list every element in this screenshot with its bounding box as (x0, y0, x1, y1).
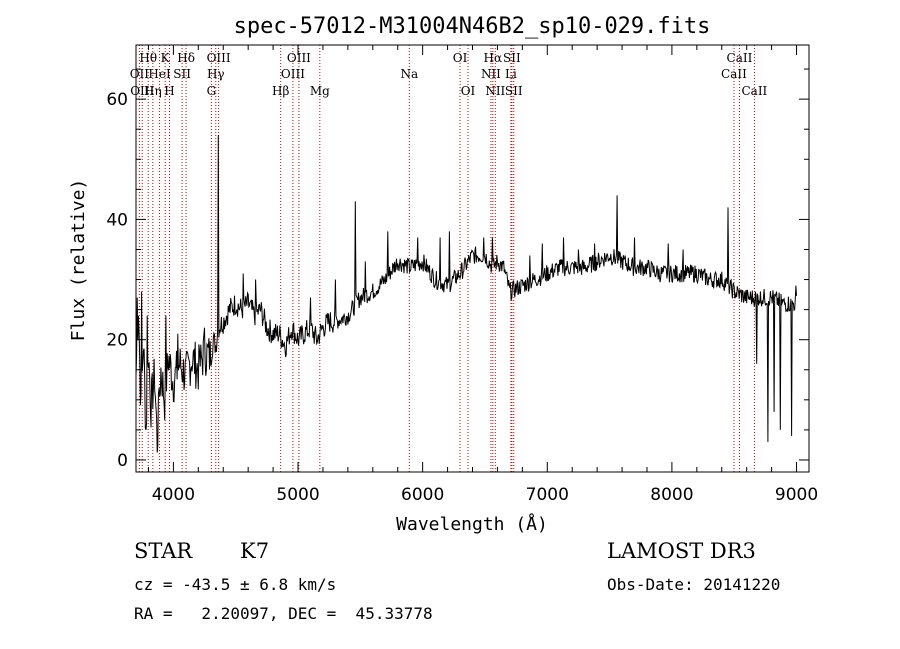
spectral-line-label: SII (503, 51, 521, 65)
redshift-velocity: cz = -43.5 ± 6.8 km/s (134, 575, 337, 594)
spectral-line-label: K (161, 51, 171, 65)
spectrum-series (135, 135, 797, 453)
x-axis-label: Wavelength (Å) (396, 513, 548, 535)
y-tick-label: 20 (106, 331, 128, 351)
x-tick-label: 9000 (775, 485, 818, 505)
y-axis-label: Flux (relative) (68, 179, 89, 342)
spectral-line-label: OI (461, 84, 476, 98)
spectral-line-label: Hθ (139, 51, 157, 65)
spectral-line-label: Li (505, 67, 517, 81)
spectral-line-label: CaII (721, 67, 747, 81)
plot-frame (135, 44, 810, 473)
x-tick-label: 7000 (526, 485, 569, 505)
x-tick-label: 8000 (650, 485, 693, 505)
object-subclass: K7 (240, 539, 270, 563)
spectral-line-markers (138, 45, 755, 472)
spectral-line-label: Hη (144, 84, 162, 98)
spectral-line-label: Hγ (207, 67, 225, 81)
spectrum-line (135, 135, 797, 453)
spectral-line-label: Hδ (177, 51, 195, 65)
spectral-line-label: Na (400, 67, 418, 81)
spectral-line-label: G (207, 84, 217, 98)
spectral-line-label: NII (481, 67, 501, 81)
y-tick-label: 0 (117, 451, 128, 471)
y-tick-label: 60 (106, 90, 128, 110)
spectral-line-label: NII (485, 84, 505, 98)
x-tick-label: 4000 (152, 485, 195, 505)
spectral-line-label: OII (130, 67, 150, 81)
x-tick-label: 6000 (401, 485, 444, 505)
spectral-line-label: OIII (287, 51, 311, 65)
spectral-line-label: OIII (281, 67, 305, 81)
spectral-line-label: SII (505, 84, 523, 98)
observation-date: Obs-Date: 20141220 (607, 575, 781, 594)
axis-tick-labels: 4000 5000 6000 7000 8000 9000 0 20 40 60 (106, 90, 818, 505)
spectral-line-label: Hα (484, 51, 503, 65)
spectral-line-label: CaII (741, 84, 767, 98)
spectral-line-label: CaII (727, 51, 753, 65)
spectral-line-label: SII (173, 67, 191, 81)
spectral-line-label: Hβ (272, 84, 289, 98)
spectral-line-label: Mg (310, 84, 330, 98)
spectral-line-label: OIII (207, 51, 231, 65)
survey-name: LAMOST DR3 (607, 539, 756, 563)
spectral-line-label: OI (453, 51, 468, 65)
object-class: STAR (134, 539, 193, 563)
chart-title: spec-57012-M31004N46B2_sp10-029.fits (234, 14, 711, 39)
x-tick-label: 5000 (276, 485, 319, 505)
y-tick-label: 40 (106, 210, 128, 230)
axis-ticks (136, 45, 809, 472)
spectral-line-label: HeI (148, 67, 171, 81)
ra-dec-coordinates: RA = 2.20097, DEC = 45.33778 (134, 604, 433, 623)
spectral-line-label: H (164, 84, 174, 98)
